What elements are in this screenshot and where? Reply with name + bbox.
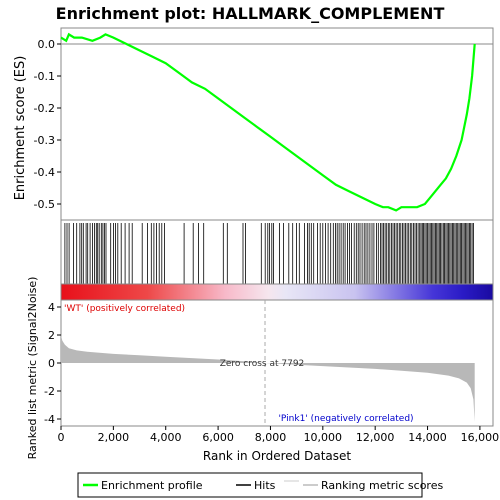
positive-correlation-label: 'WT' (positively correlated): [64, 304, 185, 314]
legend-hits-label: Hits: [254, 479, 276, 492]
x-ticks: 0 2,000 4,000 6,000 8,000 10,000 12,000 14,000 1…: [58, 426, 500, 444]
es-y-axis-title: Enrichment score (ES): [13, 56, 28, 201]
x-tick-label: 14,000: [408, 431, 447, 444]
metric-y-tick-label: 0: [48, 357, 55, 370]
metric-y-axis-title: Ranked list metric (Signal2Noise): [26, 277, 39, 460]
chart-title: Enrichment plot: HALLMARK_COMPLEMENT: [56, 4, 445, 23]
es-y-tick-label: 0.0: [38, 38, 56, 51]
metric-y-tick-label: 4: [48, 301, 55, 314]
zero-cross-label: Zero cross at 7792: [220, 359, 305, 369]
hits-panel: [60, 219, 494, 285]
es-panel: [60, 27, 494, 221]
x-axis-title: Rank in Ordered Dataset: [203, 449, 351, 463]
legend-metric-label: Ranking metric scores: [321, 479, 443, 492]
enrichment-profile-line: [60, 32, 476, 212]
x-tick-label: 10,000: [304, 431, 343, 444]
x-tick-label: 0: [58, 431, 65, 444]
es-y-tick-label: -0.1: [34, 70, 55, 83]
es-y-tick-label: -0.3: [34, 134, 55, 147]
x-tick-label: 16,000: [461, 431, 500, 444]
ranking-metric-area: [61, 335, 475, 422]
es-y-tick-label: -0.4: [34, 166, 55, 179]
es-y-tick-label: -0.2: [34, 102, 55, 115]
x-tick-label: 2,000: [98, 431, 130, 444]
rank-color-bar: [60, 283, 494, 301]
metric-y-tick-label: 2: [48, 329, 55, 342]
metric-y-tick-label: -2: [44, 385, 55, 398]
es-y-tick-label: -0.5: [34, 198, 55, 211]
hit-lines: [64, 223, 474, 284]
metric-y-tick-label: -4: [44, 413, 55, 426]
x-tick-label: 6,000: [202, 431, 234, 444]
x-tick-label: 12,000: [356, 431, 395, 444]
es-y-ticks: 0.0 -0.1 -0.2 -0.3 -0.4 -0.5: [34, 38, 61, 211]
legend-enrichment-label: Enrichment profile: [101, 479, 203, 492]
x-tick-label: 8,000: [255, 431, 287, 444]
x-tick-label: 4,000: [150, 431, 182, 444]
metric-y-ticks: 4 2 0 -2 -4: [44, 301, 61, 426]
negative-correlation-label: 'Pink1' (negatively correlated): [278, 414, 413, 424]
